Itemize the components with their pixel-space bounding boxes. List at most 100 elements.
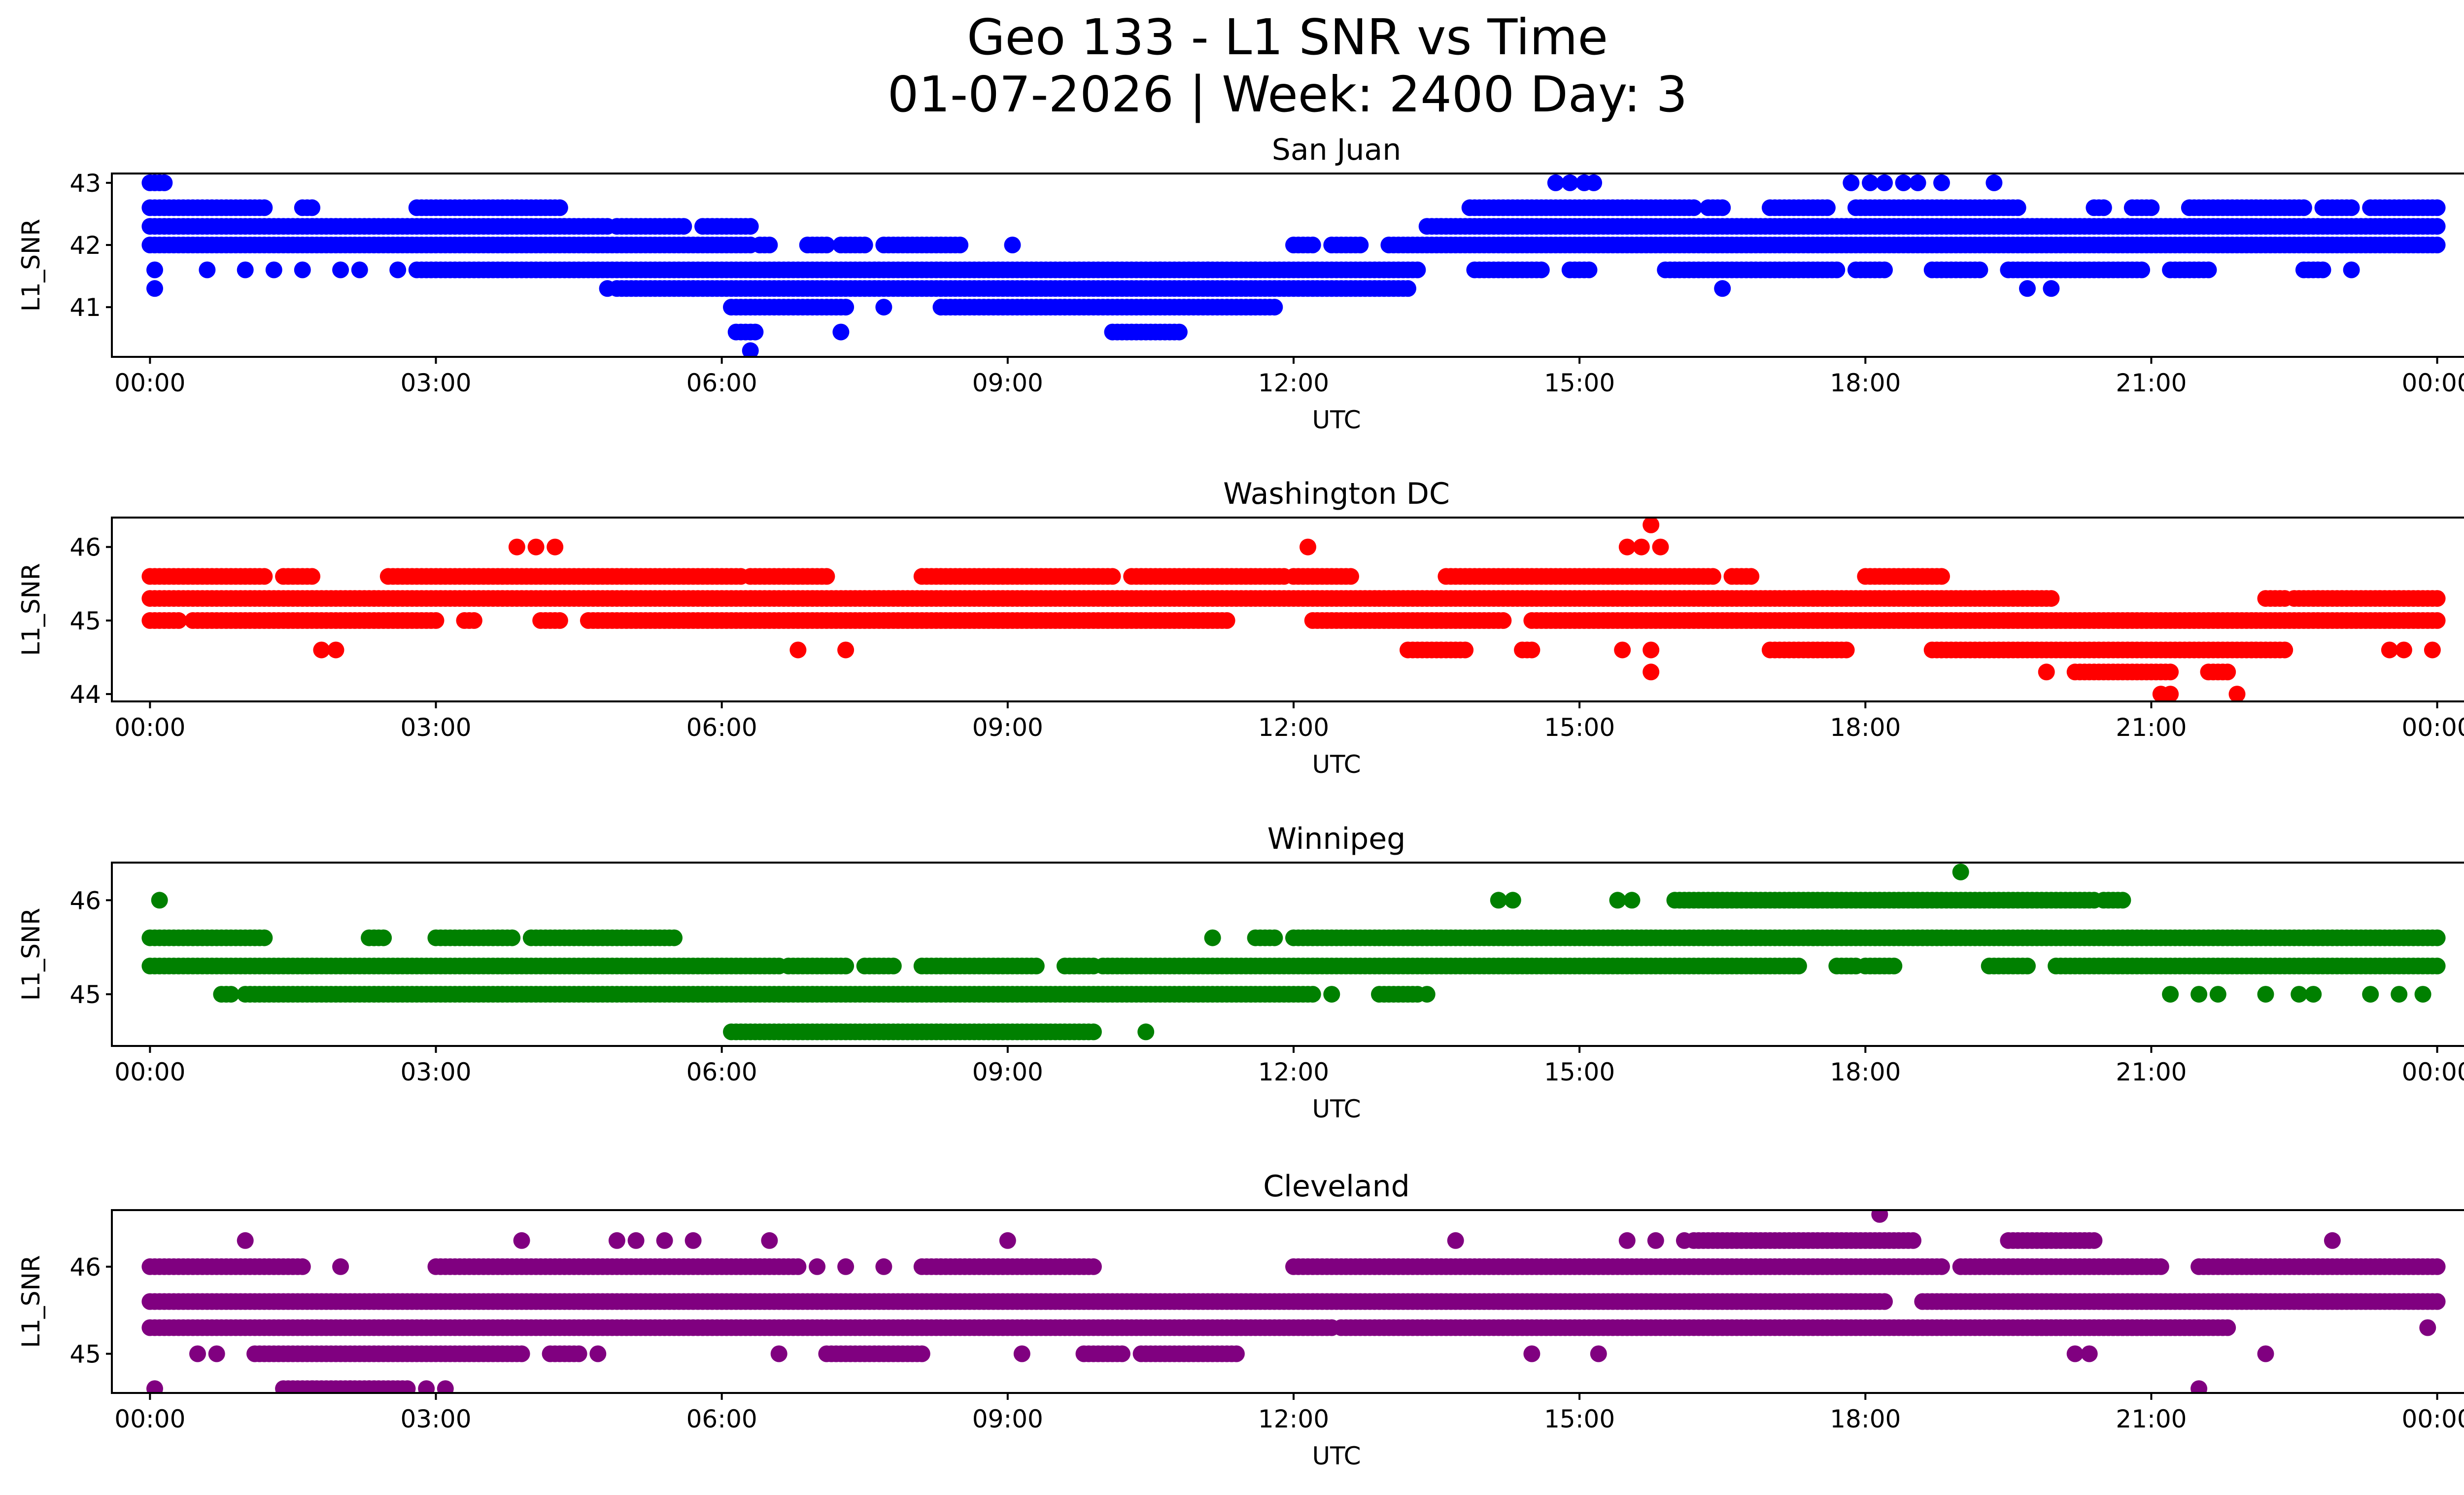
x-tick-label: 18:00: [1830, 369, 1901, 397]
chart-suptitle: Geo 133 - L1 SNR vs Time 01-07-2026 | We…: [0, 9, 2464, 123]
x-axis-label: UTC: [1312, 750, 1361, 779]
y-axis-label: L1_SNR: [17, 908, 45, 1001]
data-point: [818, 237, 835, 253]
data-point: [1652, 538, 1669, 556]
data-point: [1843, 174, 1860, 191]
data-point: [2295, 199, 2312, 216]
data-point: [2257, 986, 2274, 1003]
y-tick-label: 46: [69, 886, 101, 915]
data-point: [952, 237, 969, 253]
y-tick-label: 45: [69, 607, 101, 635]
x-tick-label: 03:00: [400, 1058, 471, 1086]
data-point: [551, 199, 568, 216]
data-point: [2114, 892, 2131, 909]
data-point: [551, 612, 568, 629]
data-point: [1971, 261, 1988, 278]
x-tick-label: 00:00: [2402, 713, 2464, 742]
data-point: [2381, 641, 2398, 659]
x-tick-label: 00:00: [114, 1058, 185, 1086]
data-point: [1085, 1023, 1102, 1041]
data-point: [2276, 641, 2293, 659]
data-point: [2429, 590, 2446, 607]
data-point: [327, 641, 344, 659]
x-tick-label: 21:00: [2116, 1058, 2187, 1086]
data-point: [1352, 237, 1369, 253]
data-point: [2038, 663, 2055, 681]
scatter-series: [141, 864, 2446, 1041]
data-point: [465, 612, 482, 629]
x-tick-label: 15:00: [1544, 713, 1615, 742]
panel-title: San Juan: [1272, 133, 1401, 167]
y-tick-label: 46: [69, 533, 101, 562]
data-point: [1342, 568, 1359, 585]
data-point: [2429, 218, 2446, 235]
data-point: [1838, 641, 1855, 659]
data-point: [304, 199, 321, 216]
data-point: [1643, 663, 1660, 681]
data-point: [2219, 663, 2236, 681]
data-point: [1547, 174, 1564, 191]
data-point: [875, 299, 892, 316]
x-tick-label: 12:00: [1258, 369, 1329, 397]
data-point: [1933, 1258, 1950, 1275]
data-point: [2429, 957, 2446, 974]
data-point: [1952, 864, 1969, 881]
data-point: [1743, 568, 1760, 585]
data-point: [1495, 612, 1512, 629]
data-point: [389, 261, 407, 278]
x-tick-label: 03:00: [400, 369, 471, 397]
data-point: [1585, 174, 1603, 191]
data-point: [2395, 641, 2412, 659]
data-point: [2343, 261, 2360, 278]
data-point: [1643, 641, 1660, 659]
data-point: [1085, 1258, 1102, 1275]
data-point: [547, 538, 564, 556]
data-point: [1523, 641, 1540, 659]
data-point: [527, 538, 545, 556]
data-point: [747, 323, 764, 341]
data-point: [2200, 261, 2217, 278]
scatter-series: [141, 1209, 2446, 1394]
data-point: [1862, 174, 1879, 191]
data-point: [1199, 261, 1216, 278]
data-point: [1876, 261, 1893, 278]
data-point: [294, 261, 311, 278]
data-point: [837, 641, 855, 659]
data-point: [2414, 986, 2431, 1003]
data-point: [1418, 986, 1436, 1003]
data-point: [837, 957, 855, 974]
data-point: [1614, 641, 1631, 659]
data-point: [170, 612, 187, 629]
data-point: [1300, 538, 1316, 556]
data-point: [427, 612, 445, 629]
data-point: [1457, 641, 1474, 659]
y-tick-label: 41: [69, 293, 101, 322]
data-point: [1104, 568, 1121, 585]
data-point: [1204, 929, 1221, 946]
data-point: [2305, 986, 2322, 1003]
data-point: [1643, 517, 1660, 533]
data-point: [1818, 199, 1836, 216]
data-point: [265, 261, 282, 278]
data-point: [2162, 686, 2179, 702]
data-point: [151, 892, 168, 909]
x-axis-label: UTC: [1312, 406, 1361, 434]
data-point: [1266, 929, 1283, 946]
x-tick-label: 18:00: [1830, 713, 1901, 742]
data-point: [313, 641, 330, 659]
data-point: [885, 957, 902, 974]
data-point: [222, 986, 240, 1003]
data-point: [2314, 261, 2331, 278]
data-point: [1704, 568, 1721, 585]
data-point: [599, 280, 616, 297]
data-point: [332, 261, 349, 278]
x-tick-label: 21:00: [2116, 369, 2187, 397]
x-tick-label: 00:00: [114, 713, 185, 742]
x-tick-label: 09:00: [972, 713, 1043, 742]
data-point: [2291, 986, 2308, 1003]
scatter-series: [141, 174, 2446, 358]
